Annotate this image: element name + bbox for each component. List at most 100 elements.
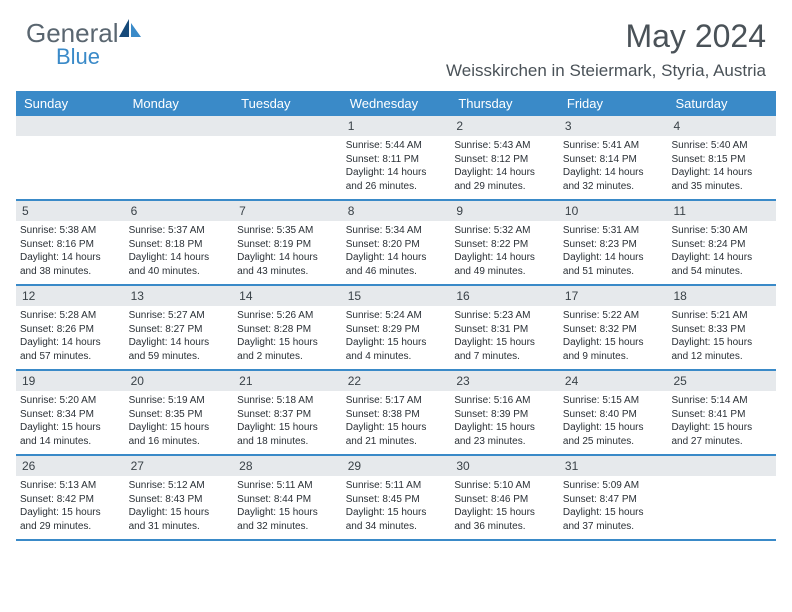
day-info-line: Daylight: 14 hours	[129, 251, 230, 265]
day-info-line: Daylight: 14 hours	[563, 251, 664, 265]
day-number	[667, 456, 776, 476]
day-number: 25	[667, 371, 776, 391]
day-info-line: Sunrise: 5:34 AM	[346, 224, 447, 238]
day-info-line: Daylight: 15 hours	[129, 421, 230, 435]
week-row: 12Sunrise: 5:28 AMSunset: 8:26 PMDayligh…	[16, 286, 776, 371]
day-info-line: Sunrise: 5:26 AM	[237, 309, 338, 323]
day-info-line: Daylight: 14 hours	[346, 166, 447, 180]
day-info-line: Sunrise: 5:18 AM	[237, 394, 338, 408]
day-info-line: Daylight: 14 hours	[454, 166, 555, 180]
day-number: 23	[450, 371, 559, 391]
day-info-line: and 14 minutes.	[20, 435, 121, 449]
day-cell: 6Sunrise: 5:37 AMSunset: 8:18 PMDaylight…	[125, 201, 234, 284]
day-number: 2	[450, 116, 559, 136]
day-cell: 31 Sunrise: 5:09 AMSunset: 8:47 PMDayligh…	[559, 456, 668, 539]
day-info-line: and 36 minutes.	[454, 520, 555, 534]
day-info-line: and 26 minutes.	[346, 180, 447, 194]
day-info-line: Sunset: 8:28 PM	[237, 323, 338, 337]
day-cell: 1Sunrise: 5:44 AMSunset: 8:11 PMDaylight…	[342, 116, 451, 199]
day-info-line: and 32 minutes.	[563, 180, 664, 194]
day-number: 30	[450, 456, 559, 476]
day-info-line: Sunrise: 5:32 AM	[454, 224, 555, 238]
day-cell: 30Sunrise: 5:10 AMSunset: 8:46 PMDayligh…	[450, 456, 559, 539]
day-header: Saturday	[667, 91, 776, 116]
day-info-line: Daylight: 15 hours	[20, 421, 121, 435]
brand-sail-icon	[117, 17, 143, 44]
day-info-line: Sunrise: 5:13 AM	[20, 479, 121, 493]
day-info-line: Daylight: 14 hours	[20, 336, 121, 350]
day-info-line: Sunrise: 5:21 AM	[671, 309, 772, 323]
day-info-line: Sunset: 8:31 PM	[454, 323, 555, 337]
day-header: Wednesday	[342, 91, 451, 116]
day-info-line: Sunset: 8:24 PM	[671, 238, 772, 252]
day-number: 8	[342, 201, 451, 221]
day-info-line: and 40 minutes.	[129, 265, 230, 279]
day-cell: 5Sunrise: 5:38 AMSunset: 8:16 PMDaylight…	[16, 201, 125, 284]
day-cell: 26Sunrise: 5:13 AMSunset: 8:42 PMDayligh…	[16, 456, 125, 539]
day-info-line: and 59 minutes.	[129, 350, 230, 364]
day-cell: 2Sunrise: 5:43 AMSunset: 8:12 PMDaylight…	[450, 116, 559, 199]
day-info-line: Daylight: 14 hours	[237, 251, 338, 265]
day-body: Sunrise: 5:44 AMSunset: 8:11 PMDaylight:…	[342, 136, 451, 199]
day-cell: 29Sunrise: 5:11 AMSunset: 8:45 PMDayligh…	[342, 456, 451, 539]
day-info-line: and 32 minutes.	[237, 520, 338, 534]
day-header: Thursday	[450, 91, 559, 116]
day-cell: 14Sunrise: 5:26 AMSunset: 8:28 PMDayligh…	[233, 286, 342, 369]
day-body: Sunrise: 5:16 AMSunset: 8:39 PMDaylight:…	[450, 391, 559, 454]
day-cell: 18Sunrise: 5:21 AMSunset: 8:33 PMDayligh…	[667, 286, 776, 369]
day-info-line: Sunset: 8:40 PM	[563, 408, 664, 422]
day-info-line: Daylight: 15 hours	[563, 506, 664, 520]
day-number: 3	[559, 116, 668, 136]
day-info-line: Daylight: 15 hours	[671, 336, 772, 350]
day-info-line: Sunrise: 5:16 AM	[454, 394, 555, 408]
day-body: Sunrise: 5:32 AMSunset: 8:22 PMDaylight:…	[450, 221, 559, 284]
day-body: Sunrise: 5:10 AMSunset: 8:46 PMDaylight:…	[450, 476, 559, 539]
day-body: Sunrise: 5:30 AMSunset: 8:24 PMDaylight:…	[667, 221, 776, 284]
day-info-line: Daylight: 15 hours	[563, 336, 664, 350]
day-info-line: Sunrise: 5:15 AM	[563, 394, 664, 408]
day-number: 14	[233, 286, 342, 306]
day-info-line: Sunrise: 5:17 AM	[346, 394, 447, 408]
day-body: Sunrise: 5:12 AMSunset: 8:43 PMDaylight:…	[125, 476, 234, 539]
day-body: Sunrise: 5:40 AMSunset: 8:15 PMDaylight:…	[667, 136, 776, 199]
day-info-line: Sunset: 8:44 PM	[237, 493, 338, 507]
day-info-line: Sunset: 8:11 PM	[346, 153, 447, 167]
day-cell: 16Sunrise: 5:23 AMSunset: 8:31 PMDayligh…	[450, 286, 559, 369]
day-info-line: Daylight: 15 hours	[454, 336, 555, 350]
day-number	[16, 116, 125, 136]
day-info-line: Daylight: 14 hours	[671, 251, 772, 265]
day-body: Sunrise: 5:37 AMSunset: 8:18 PMDaylight:…	[125, 221, 234, 284]
day-info-line: Sunset: 8:46 PM	[454, 493, 555, 507]
day-info-line: and 27 minutes.	[671, 435, 772, 449]
day-body: Sunrise: 5:41 AMSunset: 8:14 PMDaylight:…	[559, 136, 668, 199]
day-cell: 21Sunrise: 5:18 AMSunset: 8:37 PMDayligh…	[233, 371, 342, 454]
day-cell: 20Sunrise: 5:19 AMSunset: 8:35 PMDayligh…	[125, 371, 234, 454]
day-info-line: Sunset: 8:39 PM	[454, 408, 555, 422]
day-cell: 11Sunrise: 5:30 AMSunset: 8:24 PMDayligh…	[667, 201, 776, 284]
day-body: Sunrise: 5:18 AMSunset: 8:37 PMDaylight:…	[233, 391, 342, 454]
day-number: 31	[559, 456, 668, 476]
day-info-line: Sunset: 8:47 PM	[563, 493, 664, 507]
day-info-line: Sunset: 8:15 PM	[671, 153, 772, 167]
week-row: 26Sunrise: 5:13 AMSunset: 8:42 PMDayligh…	[16, 456, 776, 541]
day-info-line: Sunrise: 5:10 AM	[454, 479, 555, 493]
day-info-line: Sunrise: 5:41 AM	[563, 139, 664, 153]
day-cell: 9Sunrise: 5:32 AMSunset: 8:22 PMDaylight…	[450, 201, 559, 284]
day-number: 12	[16, 286, 125, 306]
day-header: Friday	[559, 91, 668, 116]
day-info-line: Sunrise: 5:24 AM	[346, 309, 447, 323]
day-info-line: Sunrise: 5:09 AM	[563, 479, 664, 493]
day-info-line: and 29 minutes.	[20, 520, 121, 534]
day-body: Sunrise: 5:14 AMSunset: 8:41 PMDaylight:…	[667, 391, 776, 454]
brand-text-blue: Blue	[56, 44, 100, 70]
day-info-line: and 31 minutes.	[129, 520, 230, 534]
day-cell: 27Sunrise: 5:12 AMSunset: 8:43 PMDayligh…	[125, 456, 234, 539]
day-number: 13	[125, 286, 234, 306]
day-number: 4	[667, 116, 776, 136]
day-info-line: and 2 minutes.	[237, 350, 338, 364]
day-header: Sunday	[16, 91, 125, 116]
day-info-line: Sunset: 8:45 PM	[346, 493, 447, 507]
day-cell: 10Sunrise: 5:31 AMSunset: 8:23 PMDayligh…	[559, 201, 668, 284]
day-cell: 25Sunrise: 5:14 AMSunset: 8:41 PMDayligh…	[667, 371, 776, 454]
day-info-line: and 18 minutes.	[237, 435, 338, 449]
